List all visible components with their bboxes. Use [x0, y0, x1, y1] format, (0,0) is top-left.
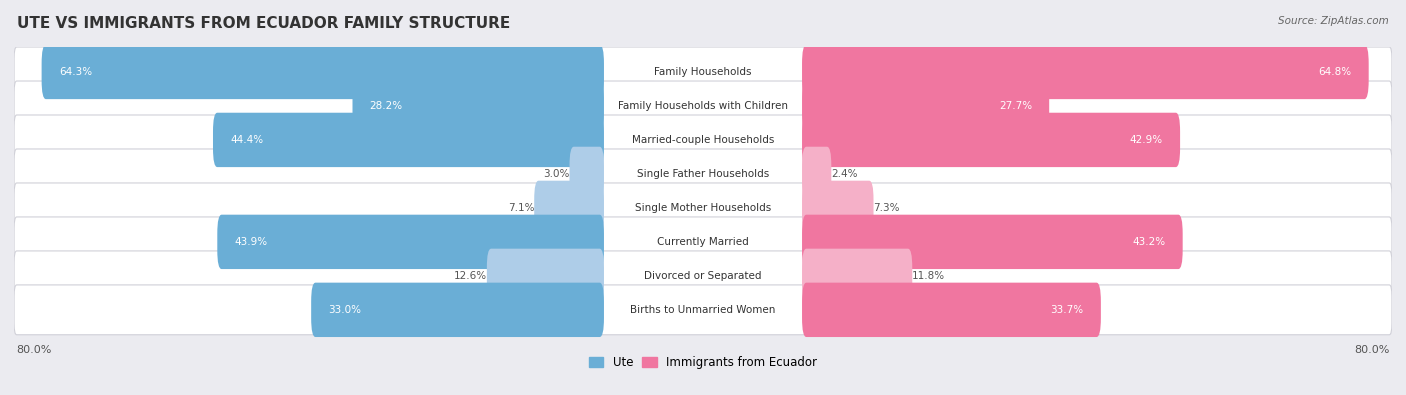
FancyBboxPatch shape [801, 45, 1368, 99]
FancyBboxPatch shape [14, 217, 1392, 267]
FancyBboxPatch shape [486, 249, 605, 303]
FancyBboxPatch shape [14, 115, 1392, 165]
FancyBboxPatch shape [14, 149, 1392, 199]
FancyBboxPatch shape [801, 181, 873, 235]
Text: 44.4%: 44.4% [231, 135, 263, 145]
FancyBboxPatch shape [534, 181, 605, 235]
Legend: Ute, Immigrants from Ecuador: Ute, Immigrants from Ecuador [589, 356, 817, 369]
Text: 80.0%: 80.0% [1354, 344, 1389, 355]
FancyBboxPatch shape [14, 183, 1392, 233]
FancyBboxPatch shape [212, 113, 605, 167]
FancyBboxPatch shape [801, 79, 1049, 133]
Text: 2.4%: 2.4% [831, 169, 858, 179]
Text: Family Households with Children: Family Households with Children [619, 101, 787, 111]
Text: 28.2%: 28.2% [370, 101, 404, 111]
Text: 64.3%: 64.3% [59, 67, 91, 77]
Text: 3.0%: 3.0% [543, 169, 569, 179]
Text: 7.1%: 7.1% [508, 203, 534, 213]
Text: Currently Married: Currently Married [657, 237, 749, 247]
Text: Source: ZipAtlas.com: Source: ZipAtlas.com [1278, 16, 1389, 26]
Text: 43.2%: 43.2% [1132, 237, 1166, 247]
FancyBboxPatch shape [801, 249, 912, 303]
Text: 80.0%: 80.0% [17, 344, 52, 355]
FancyBboxPatch shape [353, 79, 605, 133]
FancyBboxPatch shape [801, 283, 1101, 337]
Text: Family Households: Family Households [654, 67, 752, 77]
FancyBboxPatch shape [14, 47, 1392, 97]
FancyBboxPatch shape [801, 147, 831, 201]
Text: Married-couple Households: Married-couple Households [631, 135, 775, 145]
Text: 11.8%: 11.8% [912, 271, 945, 281]
Text: 27.7%: 27.7% [998, 101, 1032, 111]
FancyBboxPatch shape [14, 251, 1392, 301]
FancyBboxPatch shape [801, 113, 1180, 167]
Text: 12.6%: 12.6% [454, 271, 486, 281]
Text: 64.8%: 64.8% [1319, 67, 1351, 77]
FancyBboxPatch shape [42, 45, 605, 99]
FancyBboxPatch shape [311, 283, 605, 337]
FancyBboxPatch shape [801, 214, 1182, 269]
Text: Single Father Households: Single Father Households [637, 169, 769, 179]
Text: 33.0%: 33.0% [329, 305, 361, 315]
Text: 43.9%: 43.9% [235, 237, 267, 247]
Text: 33.7%: 33.7% [1050, 305, 1084, 315]
FancyBboxPatch shape [14, 81, 1392, 131]
Text: Divorced or Separated: Divorced or Separated [644, 271, 762, 281]
FancyBboxPatch shape [569, 147, 605, 201]
FancyBboxPatch shape [14, 285, 1392, 335]
Text: UTE VS IMMIGRANTS FROM ECUADOR FAMILY STRUCTURE: UTE VS IMMIGRANTS FROM ECUADOR FAMILY ST… [17, 16, 510, 31]
Text: 7.3%: 7.3% [873, 203, 900, 213]
Text: Births to Unmarried Women: Births to Unmarried Women [630, 305, 776, 315]
Text: Single Mother Households: Single Mother Households [636, 203, 770, 213]
Text: 42.9%: 42.9% [1130, 135, 1163, 145]
FancyBboxPatch shape [218, 214, 605, 269]
